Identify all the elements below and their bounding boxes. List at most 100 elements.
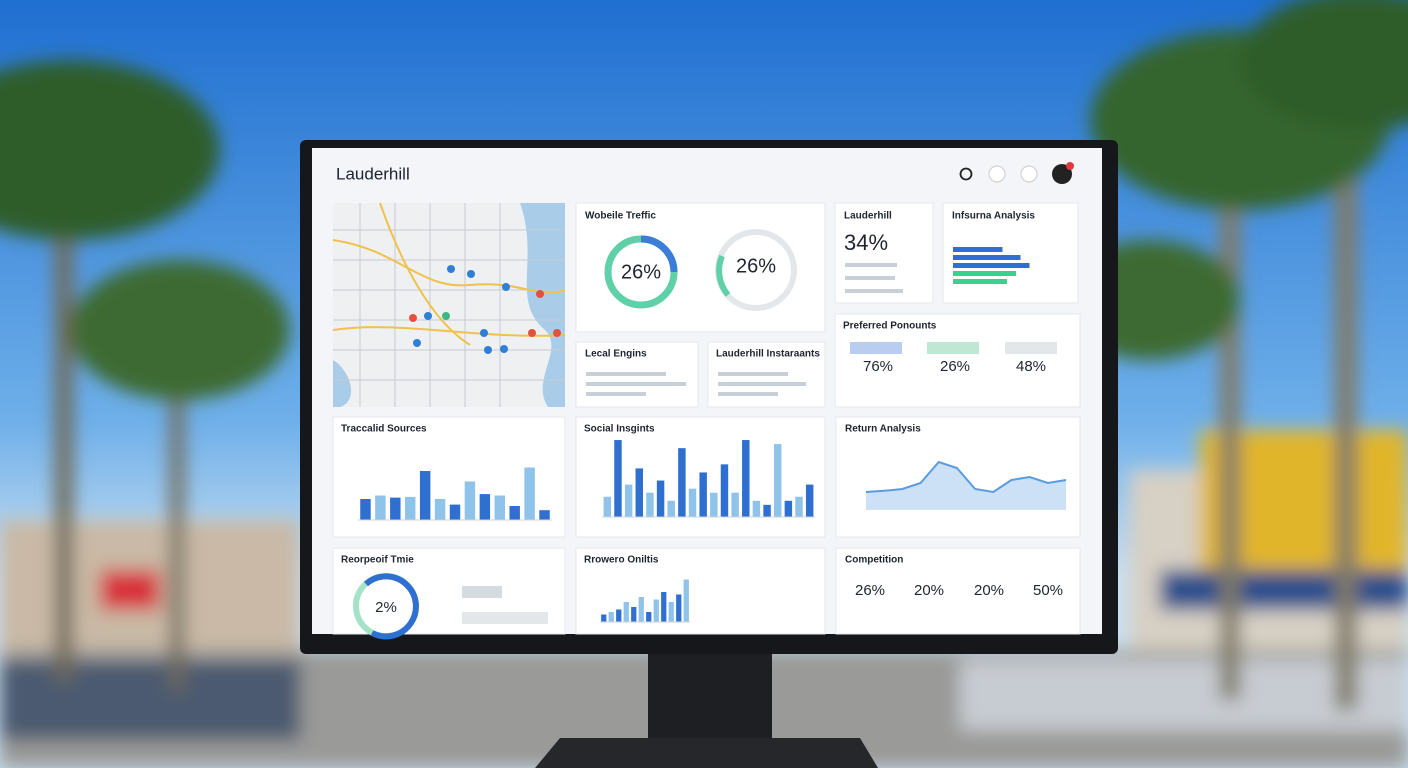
- panel-title: Competition: [845, 555, 903, 566]
- bar: [375, 495, 386, 520]
- kpi-value: 26%: [621, 261, 661, 283]
- bar: [953, 279, 1007, 284]
- bar: [601, 614, 607, 622]
- bar: [524, 467, 535, 520]
- bar: [688, 488, 697, 517]
- panel: [942, 202, 1079, 304]
- message-icon[interactable]: [988, 165, 1006, 183]
- bar: [624, 484, 633, 517]
- bar: [635, 468, 644, 517]
- bar-placeholder: [462, 612, 548, 624]
- kpi-value: 34%: [844, 230, 888, 255]
- bar: [419, 471, 431, 520]
- text-line: [718, 372, 788, 376]
- text-line: [845, 276, 895, 280]
- kpi-value: 26%: [855, 582, 885, 599]
- bar: [603, 496, 612, 517]
- kpi-value: 26%: [736, 255, 776, 277]
- app-title: Lauderhill: [336, 164, 410, 183]
- bar: [390, 497, 401, 520]
- bar: [539, 510, 550, 520]
- panel-title: Lecal Engins: [585, 349, 647, 360]
- bar: [953, 247, 1003, 252]
- bar: [434, 499, 446, 520]
- bar: [494, 495, 505, 520]
- dashboard: Lauderhill Wobeile T: [332, 162, 1081, 640]
- text-line: [845, 263, 897, 267]
- bar: [953, 263, 1030, 268]
- panel-title: Infsurna Analysis: [952, 211, 1035, 222]
- bar: [464, 481, 476, 520]
- bar: [608, 612, 614, 622]
- text-line: [586, 372, 666, 376]
- bar: [646, 612, 652, 622]
- bar: [614, 440, 622, 517]
- bar: [616, 609, 622, 622]
- panel-title: Social Insgints: [584, 424, 655, 435]
- panel-title: Return Analysis: [845, 424, 921, 435]
- header-icons[interactable]: [959, 162, 1075, 184]
- kpi-value: 20%: [974, 582, 1004, 599]
- bar: [667, 500, 675, 517]
- panel-title: Preferred Ponounts: [843, 321, 937, 332]
- kpi-value: 2%: [375, 599, 397, 616]
- text-line: [586, 382, 686, 386]
- bar: [631, 607, 637, 622]
- bar: [731, 492, 739, 517]
- text-line: [845, 289, 903, 293]
- bar: [773, 444, 782, 517]
- tag: [850, 342, 902, 354]
- panel: [834, 313, 1081, 408]
- text-line: [718, 382, 806, 386]
- bar: [763, 504, 771, 517]
- bar: [710, 492, 718, 517]
- bar-placeholder: [462, 586, 502, 598]
- bar: [509, 506, 520, 520]
- bar: [795, 496, 803, 517]
- text-line: [718, 392, 778, 396]
- donut-arc: [640, 235, 678, 273]
- panel-title: Lauderhill: [844, 211, 892, 222]
- bar: [661, 592, 667, 622]
- bar: [638, 597, 644, 622]
- avatar[interactable]: [1052, 164, 1072, 184]
- bar: [653, 599, 659, 622]
- bar: [668, 602, 674, 622]
- panel: [835, 547, 1081, 635]
- map: [332, 202, 566, 407]
- notification-icon[interactable]: [1020, 165, 1038, 183]
- bar: [623, 602, 629, 622]
- panel: [835, 416, 1081, 538]
- donut-arc: [364, 573, 419, 640]
- panel-title: Rrowero Oniltis: [584, 555, 659, 566]
- tag: [1005, 342, 1057, 354]
- line: [865, 460, 1067, 494]
- bar: [784, 500, 793, 517]
- panel: [834, 202, 934, 304]
- search-icon[interactable]: [959, 167, 973, 181]
- kpi-value: 76%: [863, 358, 893, 375]
- panel-title: Wobeile Treffic: [585, 211, 656, 222]
- bar: [678, 448, 686, 517]
- bar: [360, 499, 371, 520]
- text-line: [586, 392, 646, 396]
- tag: [927, 342, 979, 354]
- bar: [805, 484, 814, 517]
- bar: [752, 500, 761, 517]
- bar: [405, 496, 416, 520]
- kpi-value: 26%: [940, 358, 970, 375]
- bar: [449, 504, 461, 520]
- panel-title: Lauderhill Instaraants: [716, 349, 820, 360]
- panel-title: Reorpeoif Tmie: [341, 555, 414, 566]
- bar: [953, 255, 1021, 260]
- panel: [575, 202, 826, 333]
- bar: [479, 494, 491, 520]
- kpi-value: 50%: [1033, 582, 1063, 599]
- bar: [683, 579, 689, 622]
- bar: [720, 464, 729, 517]
- donut-arc: [716, 254, 731, 297]
- bar: [742, 440, 750, 517]
- bar: [953, 271, 1016, 276]
